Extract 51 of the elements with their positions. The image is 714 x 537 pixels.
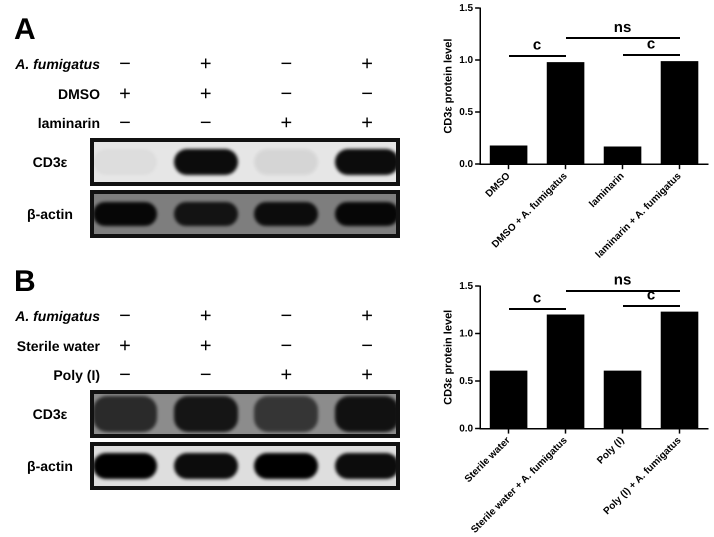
text: β-actin bbox=[27, 458, 73, 474]
text: − bbox=[280, 334, 292, 356]
text: B bbox=[14, 265, 36, 298]
text: + bbox=[200, 305, 212, 327]
y-axis-title: CD3ε protein level bbox=[442, 310, 455, 405]
y-tick-label: 1.0 bbox=[459, 328, 474, 340]
text: − bbox=[119, 112, 131, 134]
text: β-actin bbox=[27, 206, 73, 222]
category-label: Poly (I) bbox=[53, 367, 100, 383]
text: + bbox=[280, 364, 292, 386]
y-tick-label: 0.5 bbox=[459, 106, 474, 118]
text: − bbox=[280, 53, 292, 75]
text: + bbox=[119, 82, 131, 104]
text: + bbox=[200, 82, 212, 104]
text: + bbox=[200, 53, 212, 75]
y-tick-label: 1.0 bbox=[459, 54, 474, 66]
text: + bbox=[361, 305, 373, 327]
category-label: laminarin bbox=[38, 115, 100, 131]
text: − bbox=[200, 112, 212, 134]
y-tick-label: 0.0 bbox=[459, 423, 474, 434]
text: CD3ε bbox=[32, 154, 68, 170]
text: − bbox=[119, 364, 131, 386]
category-label: A. fumigatus bbox=[15, 308, 100, 324]
text: − bbox=[280, 82, 292, 104]
text: + bbox=[200, 334, 212, 356]
text: + bbox=[361, 53, 373, 75]
text: − bbox=[361, 334, 373, 356]
annotation: c bbox=[532, 289, 542, 306]
y-tick-label: 1.5 bbox=[459, 280, 474, 292]
annotation: ns bbox=[614, 271, 632, 288]
category-label: Sterile water bbox=[16, 338, 100, 354]
annotation: c bbox=[532, 36, 542, 54]
text: A bbox=[14, 13, 36, 46]
annotation: ns bbox=[614, 18, 632, 36]
category-label: A. fumigatus bbox=[15, 56, 100, 72]
y-tick-label: 1.5 bbox=[459, 2, 474, 14]
text: + bbox=[361, 364, 373, 386]
text: − bbox=[119, 305, 131, 327]
y-tick-label: 0.0 bbox=[459, 158, 474, 170]
text: − bbox=[119, 53, 131, 75]
y-axis-title: CD3ε protein level bbox=[442, 38, 455, 134]
text: − bbox=[361, 82, 373, 104]
text: + bbox=[361, 112, 373, 134]
text: − bbox=[200, 364, 212, 386]
category-label: DMSO bbox=[58, 86, 100, 102]
text: − bbox=[280, 305, 292, 327]
text: + bbox=[119, 334, 131, 356]
annotation: c bbox=[646, 36, 656, 52]
text: CD3ε bbox=[32, 406, 68, 422]
text: + bbox=[280, 112, 292, 134]
y-tick-label: 0.5 bbox=[459, 376, 474, 387]
